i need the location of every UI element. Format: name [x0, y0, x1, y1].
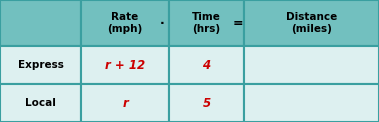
- Text: Time
(hrs): Time (hrs): [192, 12, 221, 34]
- Text: Local: Local: [25, 98, 56, 108]
- Text: r + 12: r + 12: [105, 59, 145, 72]
- Text: Express: Express: [18, 60, 64, 70]
- Bar: [169, 84, 244, 122]
- Bar: [0, 84, 81, 122]
- Text: 4: 4: [202, 59, 211, 72]
- Text: Distance
(miles): Distance (miles): [286, 12, 337, 34]
- Bar: [0, 0, 81, 46]
- Bar: [244, 46, 379, 84]
- Bar: [169, 46, 244, 84]
- Text: Rate
(mph): Rate (mph): [107, 12, 143, 34]
- Bar: [169, 0, 244, 46]
- Bar: [81, 0, 169, 46]
- Bar: [81, 84, 169, 122]
- Text: ·: ·: [159, 17, 164, 30]
- Text: =: =: [233, 17, 244, 30]
- Text: 5: 5: [202, 97, 211, 110]
- Bar: [0, 46, 81, 84]
- Text: r: r: [122, 97, 128, 110]
- Bar: [244, 84, 379, 122]
- Bar: [244, 0, 379, 46]
- Bar: [81, 46, 169, 84]
